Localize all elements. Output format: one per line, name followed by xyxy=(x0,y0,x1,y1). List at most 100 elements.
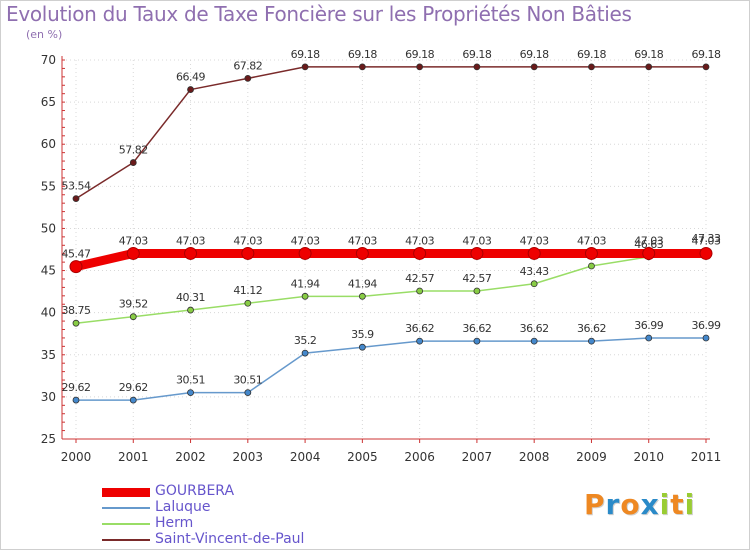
data-label-gourbera: 47.03 xyxy=(405,234,434,247)
data-label-saint-vincent-de-paul: 66.49 xyxy=(176,71,205,84)
x-tick-label: 2002 xyxy=(175,450,206,464)
data-label-gourbera: 45.47 xyxy=(62,248,91,261)
data-label-herm: 43.43 xyxy=(520,265,549,278)
data-label-herm: 40.31 xyxy=(176,291,205,304)
data-point-gourbera xyxy=(584,246,598,260)
y-tick-label: 55 xyxy=(41,179,56,193)
data-label-laluque: 30.51 xyxy=(233,374,262,387)
x-tick-label: 2004 xyxy=(290,450,321,464)
data-label-gourbera: 47.03 xyxy=(119,234,148,247)
data-label-gourbera: 47.03 xyxy=(291,234,320,247)
data-point-gourbera xyxy=(69,260,83,274)
data-point-herm xyxy=(301,292,309,300)
data-point-laluque xyxy=(530,337,538,345)
data-label-gourbera: 47.03 xyxy=(577,234,606,247)
data-point-laluque xyxy=(244,389,252,396)
logo-letter: x xyxy=(640,488,660,521)
data-label-laluque: 36.99 xyxy=(692,319,721,332)
data-point-herm xyxy=(187,306,194,314)
y-tick-label: 30 xyxy=(41,390,56,404)
data-label-laluque: 35.2 xyxy=(294,334,317,347)
data-label-saint-vincent-de-paul: 69.18 xyxy=(291,48,320,61)
logo-letter: P xyxy=(584,488,606,521)
x-tick-label: 2008 xyxy=(519,450,550,464)
data-point-herm xyxy=(129,313,137,321)
y-tick-label: 45 xyxy=(41,264,56,278)
data-point-laluque xyxy=(129,396,137,404)
proxiti-logo: Proxiti xyxy=(584,488,695,521)
x-tick-label: 2006 xyxy=(404,450,435,464)
data-point-saint-vincent-de-paul xyxy=(588,63,595,71)
logo-letter: t xyxy=(670,488,685,521)
data-point-saint-vincent-de-paul xyxy=(187,86,194,93)
data-label-saint-vincent-de-paul: 67.82 xyxy=(233,59,262,72)
x-tick-label: 2005 xyxy=(347,450,378,464)
data-label-herm: 41.94 xyxy=(348,277,377,290)
data-point-herm xyxy=(358,292,366,300)
data-point-laluque xyxy=(416,337,424,345)
data-label-herm: 42.57 xyxy=(462,272,491,285)
data-label-laluque: 36.99 xyxy=(634,319,663,332)
data-label-gourbera: 47.03 xyxy=(692,234,721,247)
data-label-laluque: 36.62 xyxy=(462,322,491,335)
data-label-laluque: 30.51 xyxy=(176,374,205,387)
data-label-saint-vincent-de-paul: 69.18 xyxy=(462,48,491,61)
logo-letter: o xyxy=(620,488,641,521)
data-point-herm xyxy=(473,287,481,295)
x-tick-label: 2011 xyxy=(691,450,722,464)
legend-swatch-saint-vincent-de-paul xyxy=(102,539,150,541)
legend-item-herm: Herm xyxy=(102,515,402,532)
legend-item-laluque: Laluque xyxy=(102,499,402,516)
data-point-laluque xyxy=(645,334,653,342)
data-point-saint-vincent-de-paul xyxy=(645,63,653,71)
unit-label: (en %) xyxy=(26,28,63,41)
data-point-saint-vincent-de-paul xyxy=(530,63,538,71)
data-point-gourbera xyxy=(298,246,312,260)
line-chart: 25 30 35 40 45 50 55 60 65 70 2000 2001 2002 2003 2004… xyxy=(41,48,722,464)
data-point-laluque xyxy=(702,334,710,342)
y-tick-label: 60 xyxy=(41,137,56,151)
data-label-herm: 46.63 xyxy=(634,238,663,251)
data-point-gourbera xyxy=(126,246,140,260)
data-label-saint-vincent-de-paul: 69.18 xyxy=(634,48,663,61)
data-label-gourbera: 47.03 xyxy=(462,234,491,247)
data-label-saint-vincent-de-paul: 69.18 xyxy=(577,48,606,61)
data-label-gourbera: 47.03 xyxy=(176,234,205,247)
x-tick-label: 2007 xyxy=(462,450,493,464)
data-label-saint-vincent-de-paul: 69.18 xyxy=(405,48,434,61)
series-line-saint-vincent-de-paul xyxy=(75,66,706,200)
data-label-herm: 38.75 xyxy=(62,304,91,317)
logo-letter: i xyxy=(659,488,671,521)
legend-swatch-herm xyxy=(102,523,150,525)
logo-letter: i xyxy=(684,488,696,521)
legend-label-herm: Herm xyxy=(155,515,194,531)
y-tick-label: 65 xyxy=(41,95,56,109)
data-point-herm xyxy=(588,262,595,270)
data-point-gourbera xyxy=(527,246,541,260)
data-label-laluque: 35.9 xyxy=(351,328,374,341)
legend-swatch-laluque xyxy=(102,507,150,509)
data-label-herm: 42.57 xyxy=(405,272,434,285)
legend-label-laluque: Laluque xyxy=(155,499,211,515)
data-point-laluque xyxy=(588,337,595,345)
data-label-laluque: 29.62 xyxy=(119,381,148,394)
data-label-herm: 41.12 xyxy=(233,284,262,297)
data-point-gourbera xyxy=(470,246,484,260)
legend-label-saint-vincent-de-paul: Saint-Vincent-de-Paul xyxy=(155,531,305,547)
legend-swatch-gourbera xyxy=(102,488,150,497)
data-label-herm: 47.33 xyxy=(692,232,721,245)
x-tick-label: 2001 xyxy=(118,450,149,464)
data-point-saint-vincent-de-paul xyxy=(702,63,710,71)
data-label-herm: 41.94 xyxy=(291,277,320,290)
data-label-laluque: 36.62 xyxy=(405,322,434,335)
data-point-laluque xyxy=(473,337,481,345)
x-tick-label: 2009 xyxy=(576,450,607,464)
data-label-saint-vincent-de-paul: 53.54 xyxy=(62,180,91,193)
data-label-laluque: 36.62 xyxy=(520,322,549,335)
data-label-gourbera: 47.03 xyxy=(634,234,663,247)
data-label-gourbera: 47.03 xyxy=(520,234,549,247)
y-tick-label: 25 xyxy=(41,432,56,446)
data-point-saint-vincent-de-paul xyxy=(129,159,137,166)
data-label-laluque: 29.62 xyxy=(62,381,91,394)
